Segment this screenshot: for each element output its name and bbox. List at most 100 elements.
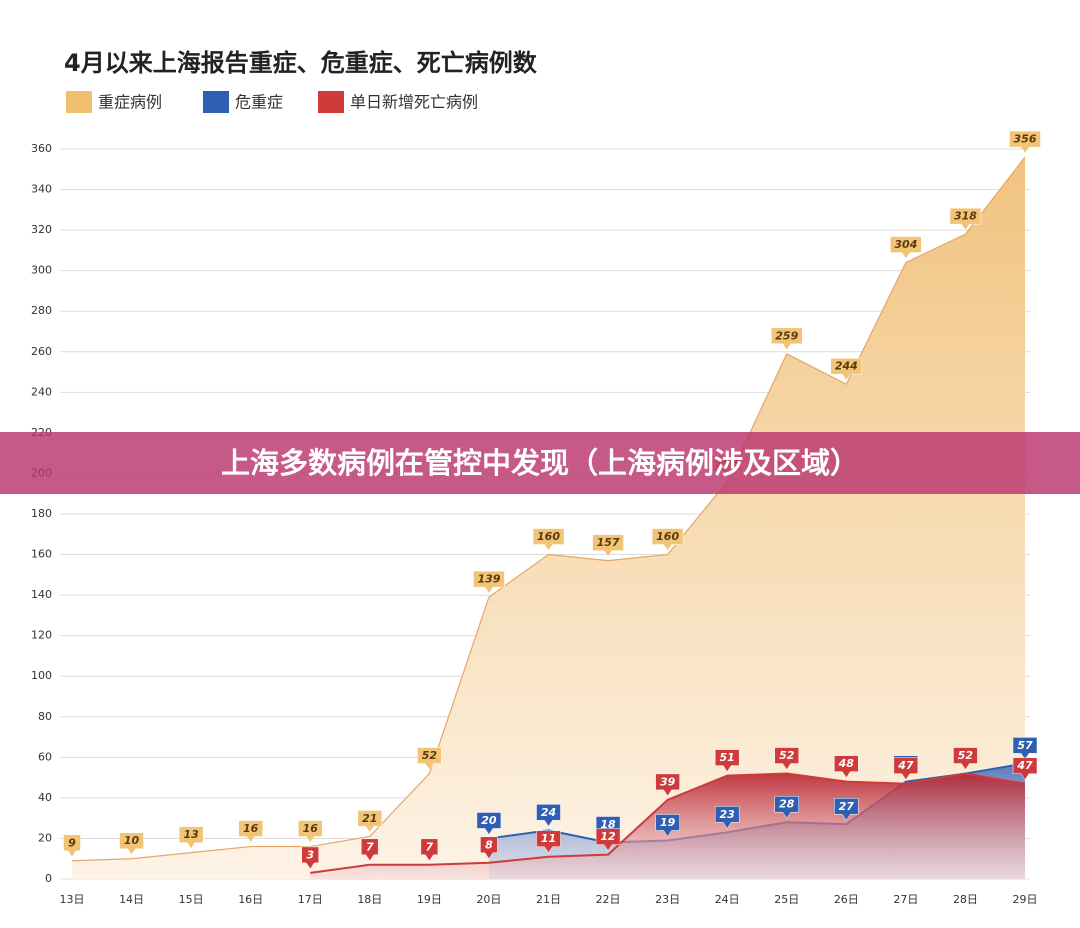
label-box <box>357 810 383 833</box>
banner-text: 上海多数病例在管控中发现（上海病例涉及区域） <box>221 446 859 480</box>
label-box <box>476 812 502 835</box>
label-box <box>953 747 978 771</box>
data-label: 52 <box>958 749 974 762</box>
y-tick-label: 180 <box>31 507 52 520</box>
label-box <box>949 207 982 231</box>
y-tick-label: 20 <box>38 831 52 844</box>
data-label: 51 <box>720 751 735 764</box>
data-label: 52 <box>422 749 438 762</box>
data-label: 20 <box>481 814 497 827</box>
area <box>72 157 1025 880</box>
data-label: 259 <box>775 329 798 342</box>
label-box <box>655 814 680 837</box>
label-box <box>834 798 859 821</box>
label-box <box>298 820 323 844</box>
label-box <box>830 357 863 381</box>
data-label: 160 <box>537 530 560 543</box>
label-box <box>63 834 81 858</box>
data-label: 18 <box>600 818 616 831</box>
data-label: 52 <box>779 749 795 762</box>
x-tick-label: 26日 <box>834 893 859 906</box>
label-box <box>834 755 859 779</box>
legend-label: 危重症 <box>235 93 283 112</box>
y-tick-label: 300 <box>31 264 52 277</box>
line <box>71 156 1026 862</box>
data-label: 39 <box>660 775 676 788</box>
legend-label: 重症病例 <box>98 93 162 112</box>
label-box <box>714 749 740 773</box>
y-tick-label: 60 <box>38 750 52 763</box>
y-tick-label: 320 <box>31 223 52 236</box>
data-label: 160 <box>656 530 679 543</box>
x-tick-label: 18日 <box>357 893 382 906</box>
data-label: 47 <box>897 759 914 772</box>
data-label: 10 <box>124 834 140 847</box>
data-label: 19 <box>660 816 676 829</box>
data-label: 13 <box>183 828 199 841</box>
x-tick-label: 16日 <box>238 893 263 906</box>
data-label: 11 <box>541 832 556 845</box>
data-label: 304 <box>894 238 917 251</box>
label-box <box>532 528 565 552</box>
banner-bg <box>0 432 1080 494</box>
data-label: 24 <box>541 806 556 819</box>
label-box <box>178 826 204 850</box>
label-box <box>480 836 498 860</box>
data-label: 28 <box>779 798 795 811</box>
y-tick-label: 0 <box>45 872 52 885</box>
label-box <box>651 528 684 552</box>
y-tick-label: 160 <box>31 548 52 561</box>
data-label: 157 <box>597 536 620 549</box>
x-tick-label: 19日 <box>417 893 442 906</box>
data-label: 47 <box>1016 759 1033 772</box>
x-tick-label: 28日 <box>953 893 978 906</box>
data-label: 7 <box>426 840 434 853</box>
label-box <box>893 757 919 781</box>
x-tick-label: 13日 <box>60 893 85 906</box>
data-label: 12 <box>600 830 616 843</box>
label-box <box>774 747 799 771</box>
label-box <box>774 795 799 819</box>
data-label: 23 <box>720 808 736 821</box>
chart-title: 4月以来上海报告重症、危重症、死亡病例数 <box>64 49 538 77</box>
data-label: 244 <box>835 360 858 373</box>
y-tick-label: 140 <box>31 588 52 601</box>
x-tick-label: 25日 <box>774 893 799 906</box>
data-label: 356 <box>1014 133 1037 146</box>
data-label: 139 <box>477 573 500 586</box>
label-box <box>1009 130 1041 154</box>
label-box <box>714 806 740 829</box>
y-tick-label: 360 <box>31 142 52 155</box>
x-tick-label: 15日 <box>179 893 204 906</box>
label-box <box>536 804 561 827</box>
label-box <box>595 828 621 852</box>
x-tick-label: 17日 <box>298 893 323 906</box>
x-tick-label: 22日 <box>596 893 621 906</box>
x-tick-label: 20日 <box>476 893 501 906</box>
y-tick-label: 100 <box>31 669 52 682</box>
x-tick-label: 21日 <box>536 893 561 906</box>
line <box>310 772 1026 874</box>
x-tick-label: 14日 <box>119 893 144 906</box>
data-label: 57 <box>1017 739 1033 752</box>
data-label: 48 <box>838 757 855 770</box>
x-tick-label: 29日 <box>1013 893 1038 906</box>
label-box <box>417 747 442 771</box>
y-tick-label: 120 <box>31 629 52 642</box>
data-label: 8 <box>485 838 493 851</box>
y-tick-label: 340 <box>31 183 52 196</box>
label-box <box>771 327 803 351</box>
y-tick-label: 80 <box>38 710 52 723</box>
label-box <box>301 846 319 870</box>
label-box <box>592 534 624 558</box>
label-box <box>655 773 680 797</box>
data-label: 16 <box>243 822 259 835</box>
y-tick-label: 280 <box>31 304 52 317</box>
x-tick-label: 27日 <box>893 893 918 906</box>
y-tick-label: 260 <box>31 345 52 358</box>
data-label: 16 <box>303 822 319 835</box>
label-box <box>361 838 379 862</box>
label-box <box>420 838 439 862</box>
data-label: 3 <box>306 848 314 861</box>
x-tick-label: 23日 <box>655 893 680 906</box>
